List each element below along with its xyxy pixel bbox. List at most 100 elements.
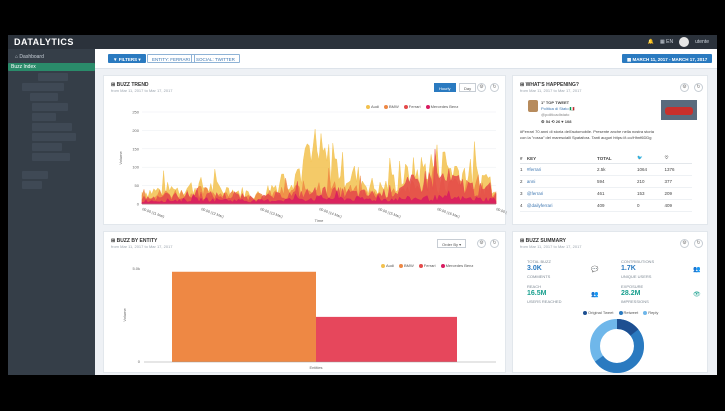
column-header[interactable]: ♡	[664, 153, 692, 164]
table-row[interactable]: 3 @ferrari 461 153 209	[520, 187, 692, 200]
keyword-cell[interactable]: @ferrari	[526, 187, 598, 200]
y-tick-label: 0	[137, 202, 140, 207]
x-tick-label: 00:00 (11 Mar)	[142, 207, 165, 219]
keywords-table: # KEY TOTAL 🐦 ♡ 1 #ferrari 2.5k 1064 1376 2 anni 59…	[520, 153, 692, 212]
social-filter-chip[interactable]: SOCIAL: TWITTER	[191, 54, 240, 63]
donut-original-segment	[590, 319, 644, 373]
sidebar-item-dashboard[interactable]: ⌂ Dashboard	[15, 54, 44, 60]
day-toggle[interactable]: Day	[459, 83, 477, 92]
settings-icon[interactable]: ⚙	[680, 239, 689, 248]
summary-legend-item[interactable]: Reply	[643, 310, 658, 315]
tweet-image[interactable]	[661, 100, 697, 120]
refresh-icon[interactable]: ↻	[694, 83, 703, 92]
sidebar-item-placeholder[interactable]	[32, 143, 62, 151]
table-cell: 209	[664, 187, 692, 200]
sidebar-item-placeholder[interactable]	[32, 133, 76, 141]
table-cell: 1064	[637, 163, 665, 176]
bar-ferrari[interactable]	[316, 316, 457, 362]
y-tick-label: 100	[132, 165, 139, 170]
legend-label: Mercedes Benz	[430, 104, 459, 109]
impressions-label: IMPRESSIONS	[621, 299, 649, 304]
sidebar-item-placeholder[interactable]	[32, 113, 56, 121]
table-row[interactable]: 1 #ferrari 2.5k 1064 1376	[520, 163, 692, 176]
refresh-icon[interactable]: ↻	[490, 239, 499, 248]
settings-icon[interactable]: ⚙	[477, 239, 486, 248]
sidebar-item-placeholder[interactable]	[32, 123, 72, 131]
column-header[interactable]: 🐦	[637, 153, 665, 164]
sidebar-item-placeholder[interactable]	[38, 73, 68, 81]
legend-swatch	[403, 104, 408, 109]
keyword-cell[interactable]: anni	[526, 175, 598, 188]
buzz-trend-card: ⊞ BUZZ TREND from Mar 11, 2017 to Mar 17…	[103, 75, 507, 225]
table-cell: 210	[637, 175, 665, 188]
card-subtitle: from Mar 11, 2017 to Mar 17, 2017	[520, 244, 582, 249]
unique-users-label: UNIQUE USERS	[621, 274, 652, 279]
user-name[interactable]: utente	[695, 39, 709, 45]
users-icon: 👥	[693, 267, 701, 273]
trend-legend-item[interactable]: BMW	[384, 104, 399, 109]
top-tweet-label: 1° TOP TWEET	[541, 100, 570, 105]
trend-legend-item[interactable]: Audi	[366, 104, 379, 109]
entity-legend-item[interactable]: Mercedes Benz	[440, 263, 474, 268]
sidebar-item-label: Dashboard	[19, 54, 44, 60]
table-row[interactable]: 2 anni 594 210 377	[520, 175, 692, 188]
tweet-account[interactable]: Politica di Stato 🇮🇹	[541, 106, 575, 111]
legend-label: Ferrari	[408, 104, 421, 109]
summary-legend-item[interactable]: Original Tweet	[583, 310, 614, 315]
table-cell: 0	[637, 199, 665, 212]
keyword-cell[interactable]: #ferrari	[526, 163, 598, 176]
entity-legend-item[interactable]: BMW	[399, 263, 414, 268]
card-title: ⊞ WHAT'S HAPPENING?	[520, 82, 579, 88]
sidebar-item-active[interactable]: Buzz Index	[8, 63, 95, 71]
y-tick-label: 150	[132, 146, 139, 151]
trend-legend: Audi BMW Ferrari Mercedes Benz	[366, 104, 458, 109]
donut-legend: Original Tweet Retweet Reply	[583, 310, 658, 315]
entity-chart: 5.0k 0 Volume Entities	[122, 266, 496, 370]
y-tick-label: 250	[132, 110, 139, 115]
bar-bmw[interactable]	[172, 271, 316, 362]
sidebar-item-placeholder[interactable]	[22, 83, 64, 91]
card-title: ⊞ BUZZ BY ENTITY	[111, 238, 158, 244]
table-cell: 461	[597, 187, 638, 200]
legend-label: Original Tweet	[588, 310, 614, 315]
bell-icon[interactable]: 🔔	[647, 39, 655, 45]
summary-legend-item[interactable]: Retweet	[618, 310, 639, 315]
table-cell: 3	[520, 187, 527, 200]
legend-label: Ferrari	[423, 263, 436, 268]
x-tick-label: 00:00 (16 Mar)	[437, 207, 461, 219]
entity-legend-item[interactable]: Audi	[381, 263, 394, 268]
sidebar-item-placeholder[interactable]	[32, 103, 68, 111]
whats-happening-card: ⊞ WHAT'S HAPPENING? from Mar 11, 2017 to…	[512, 75, 708, 225]
settings-icon[interactable]: ⚙	[680, 83, 689, 92]
trend-legend-item[interactable]: Ferrari	[403, 104, 421, 109]
sidebar-item-placeholder[interactable]	[32, 153, 70, 161]
app-frame: DATALYTICS 🔔 ▦ EN utente ⌂ Dashboard Buz…	[8, 35, 717, 375]
column-header[interactable]: TOTAL	[597, 153, 638, 164]
settings-icon[interactable]: ⚙	[477, 83, 486, 92]
column-header[interactable]: #	[520, 153, 527, 164]
sidebar-item-placeholder[interactable]	[30, 93, 58, 101]
trend-area-mercedes-benz[interactable]	[141, 189, 497, 205]
table-row[interactable]: 4 @dailyferrari 409 0 409	[520, 199, 692, 212]
legend-swatch	[643, 310, 648, 315]
y-axis-label: Volume	[118, 151, 123, 165]
order-by-dropdown[interactable]: Order By ▾	[437, 239, 467, 248]
trend-legend-item[interactable]: Mercedes Benz	[425, 104, 459, 109]
entity-legend-item[interactable]: Ferrari	[418, 263, 436, 268]
filters-button[interactable]: ▼ FILTERS ▾	[108, 54, 146, 63]
entity-filter-chip[interactable]: ENTITY: FERRARI	[147, 54, 196, 63]
legend-label: Mercedes Benz	[445, 263, 474, 268]
sidebar-item-placeholder[interactable]	[22, 171, 48, 179]
refresh-icon[interactable]: ↻	[694, 239, 703, 248]
avatar[interactable]	[679, 37, 690, 47]
keyword-cell[interactable]: @dailyferrari	[526, 199, 598, 212]
refresh-icon[interactable]: ↻	[490, 83, 499, 92]
column-header[interactable]: KEY	[526, 153, 598, 164]
language-selector[interactable]: ▦ EN	[660, 39, 674, 45]
sidebar-item-placeholder[interactable]	[22, 181, 42, 189]
hourly-toggle[interactable]: Hourly	[434, 83, 456, 92]
sidebar-item-label: Buzz Index	[11, 64, 36, 70]
legend-label: Retweet	[623, 310, 639, 315]
y-tick-label: 0	[138, 359, 141, 364]
date-range-button[interactable]: ▦ MARCH 11, 2017 - MARCH 17, 2017	[622, 54, 713, 63]
